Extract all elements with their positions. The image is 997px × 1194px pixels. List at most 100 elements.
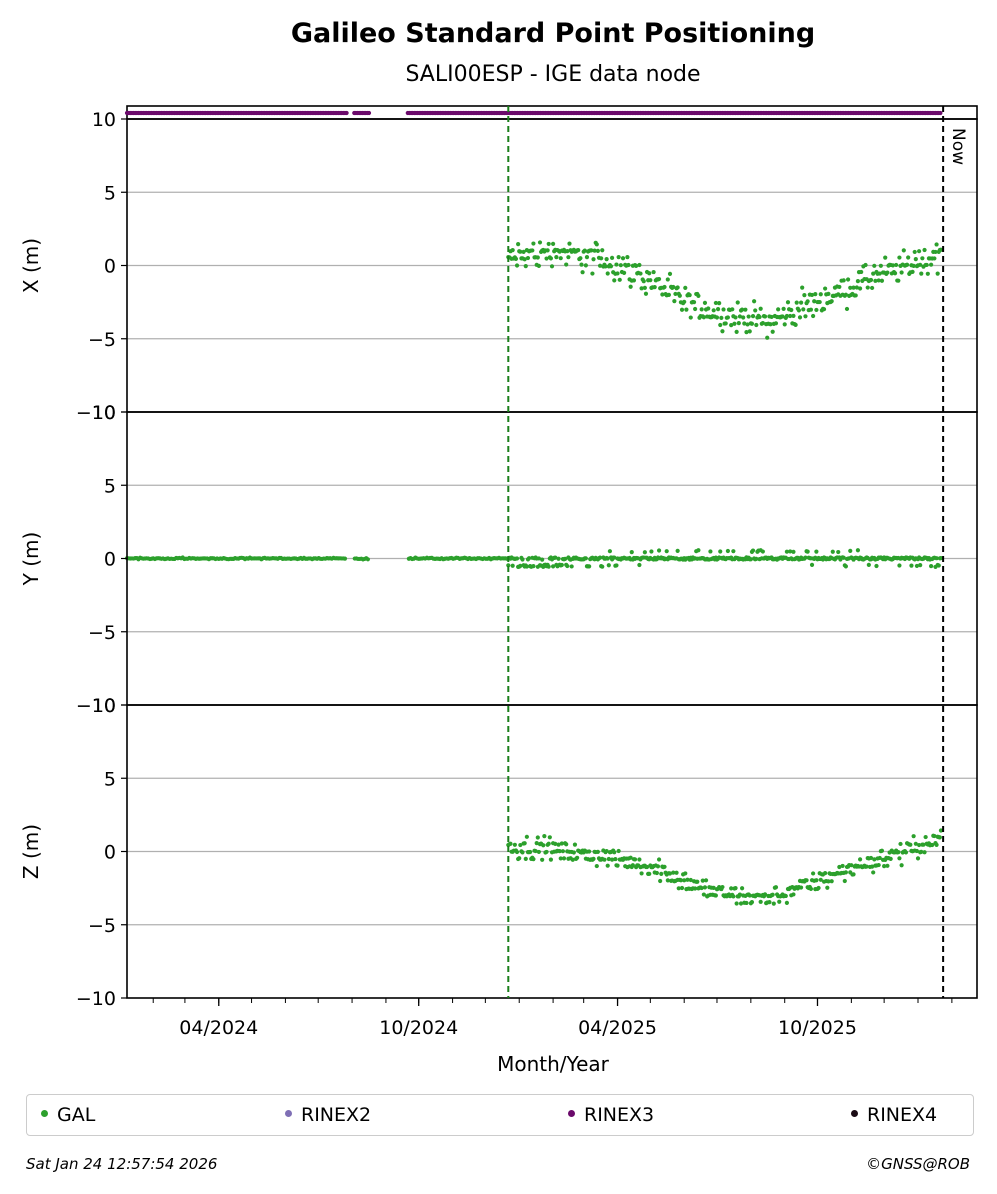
data-point: [769, 314, 774, 320]
series-gal-points: [124, 555, 510, 562]
data-point: [597, 555, 603, 560]
data-point: [614, 262, 619, 267]
data-point: [522, 841, 527, 846]
data-point: [863, 262, 868, 268]
data-point: [556, 556, 561, 561]
data-point: [536, 849, 541, 855]
data-point: [693, 886, 698, 891]
chart-subtitle: SALI00ESP - IGE data node: [405, 62, 700, 87]
y-tick-label: −10: [76, 402, 116, 424]
data-point: [678, 878, 684, 883]
data-point: [918, 563, 923, 568]
y-tick-label: 5: [104, 182, 116, 204]
data-point: [851, 872, 856, 877]
data-point: [901, 248, 906, 253]
data-point: [829, 879, 834, 884]
data-point: [732, 321, 737, 326]
data-point: [747, 329, 752, 334]
data-point: [564, 262, 569, 267]
data-point: [749, 321, 755, 326]
legend-label: RINEX3: [584, 1104, 655, 1126]
data-point: [567, 241, 572, 246]
data-point: [537, 240, 543, 245]
data-point: [924, 262, 929, 268]
data-point: [711, 885, 716, 890]
data-point: [625, 255, 630, 260]
data-point: [607, 549, 613, 554]
y-tick-label: −5: [88, 622, 116, 644]
data-point: [733, 315, 738, 320]
data-point: [826, 879, 831, 884]
legend-marker: [41, 1110, 48, 1117]
data-point: [634, 263, 639, 269]
data-point: [591, 856, 596, 862]
data-point: [765, 335, 770, 340]
data-point: [715, 307, 721, 312]
data-point: [671, 284, 676, 290]
data-point: [814, 307, 819, 313]
data-point: [616, 848, 621, 854]
data-point: [571, 850, 576, 855]
data-point: [528, 849, 533, 855]
data-point: [517, 856, 522, 861]
data-point: [510, 563, 515, 568]
data-point: [641, 279, 646, 284]
data-point: [784, 900, 789, 905]
data-point: [770, 892, 775, 897]
data-point: [920, 256, 925, 261]
data-point: [699, 885, 704, 891]
data-point: [536, 263, 541, 268]
data-point: [547, 835, 552, 840]
data-point: [781, 306, 786, 311]
data-point: [525, 255, 531, 261]
data-point: [876, 278, 881, 283]
data-point: [750, 314, 756, 319]
data-point: [679, 885, 685, 891]
data-point: [637, 262, 642, 268]
data-point: [713, 893, 718, 898]
data-point: [604, 848, 609, 854]
data-point: [531, 857, 536, 862]
x-tick-label: 04/2024: [179, 1017, 258, 1039]
data-point: [597, 263, 603, 268]
data-point: [631, 278, 637, 283]
availability-point: [938, 110, 943, 116]
data-point: [744, 330, 749, 335]
data-point: [735, 300, 740, 305]
data-point: [518, 842, 523, 848]
data-point: [683, 285, 688, 290]
data-point: [534, 841, 539, 846]
data-point: [877, 271, 882, 276]
data-point: [575, 855, 580, 860]
data-point: [913, 257, 918, 262]
data-point: [649, 549, 654, 554]
data-point: [644, 864, 650, 870]
data-point: [600, 564, 605, 569]
data-point: [594, 863, 599, 869]
data-point: [841, 555, 846, 560]
data-point: [848, 285, 853, 290]
data-point: [676, 886, 681, 891]
data-point: [872, 263, 877, 268]
y-tick-label: 10: [92, 402, 116, 424]
data-point: [789, 307, 794, 313]
data-point: [808, 886, 814, 891]
data-point: [688, 877, 693, 883]
legend-item-gal: GAL: [41, 1104, 95, 1126]
y-tick-label: −10: [76, 988, 116, 1010]
data-point: [911, 263, 916, 268]
legend-label: GAL: [57, 1104, 96, 1126]
data-point: [814, 878, 819, 883]
data-point: [682, 299, 687, 304]
data-point: [569, 564, 574, 569]
availability-point: [366, 110, 372, 116]
y-tick-label: 5: [104, 768, 116, 790]
data-point: [656, 857, 662, 862]
data-point: [554, 255, 559, 260]
y-tick-label: 0: [104, 256, 116, 278]
data-point: [868, 277, 874, 283]
data-point: [578, 256, 583, 261]
data-point: [609, 255, 615, 260]
data-point: [677, 293, 682, 298]
data-point: [885, 863, 890, 868]
